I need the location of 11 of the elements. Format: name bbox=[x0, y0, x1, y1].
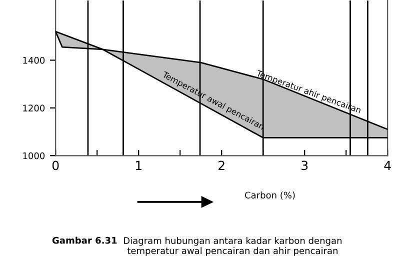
x-tick-label: 1 bbox=[136, 160, 142, 170]
x-tick-label: 3 bbox=[302, 160, 308, 170]
text: Diagram hubungan antara kadar karbon dengan temperatur awal pencairan dan ahir pencairan bbox=[124, 237, 342, 256]
x-tick-label: 0 bbox=[52, 160, 59, 170]
y-tick-label: 1400 bbox=[23, 56, 45, 64]
x-tick-label: 4 bbox=[384, 160, 391, 170]
text: Gambar 6.31 bbox=[52, 236, 117, 244]
y-tick-label: 1200 bbox=[23, 104, 45, 112]
y-tick-label: 1000 bbox=[23, 152, 45, 160]
x-axis-title: Carbon (%) bbox=[245, 192, 295, 200]
x-tick-label: 2 bbox=[218, 160, 224, 170]
